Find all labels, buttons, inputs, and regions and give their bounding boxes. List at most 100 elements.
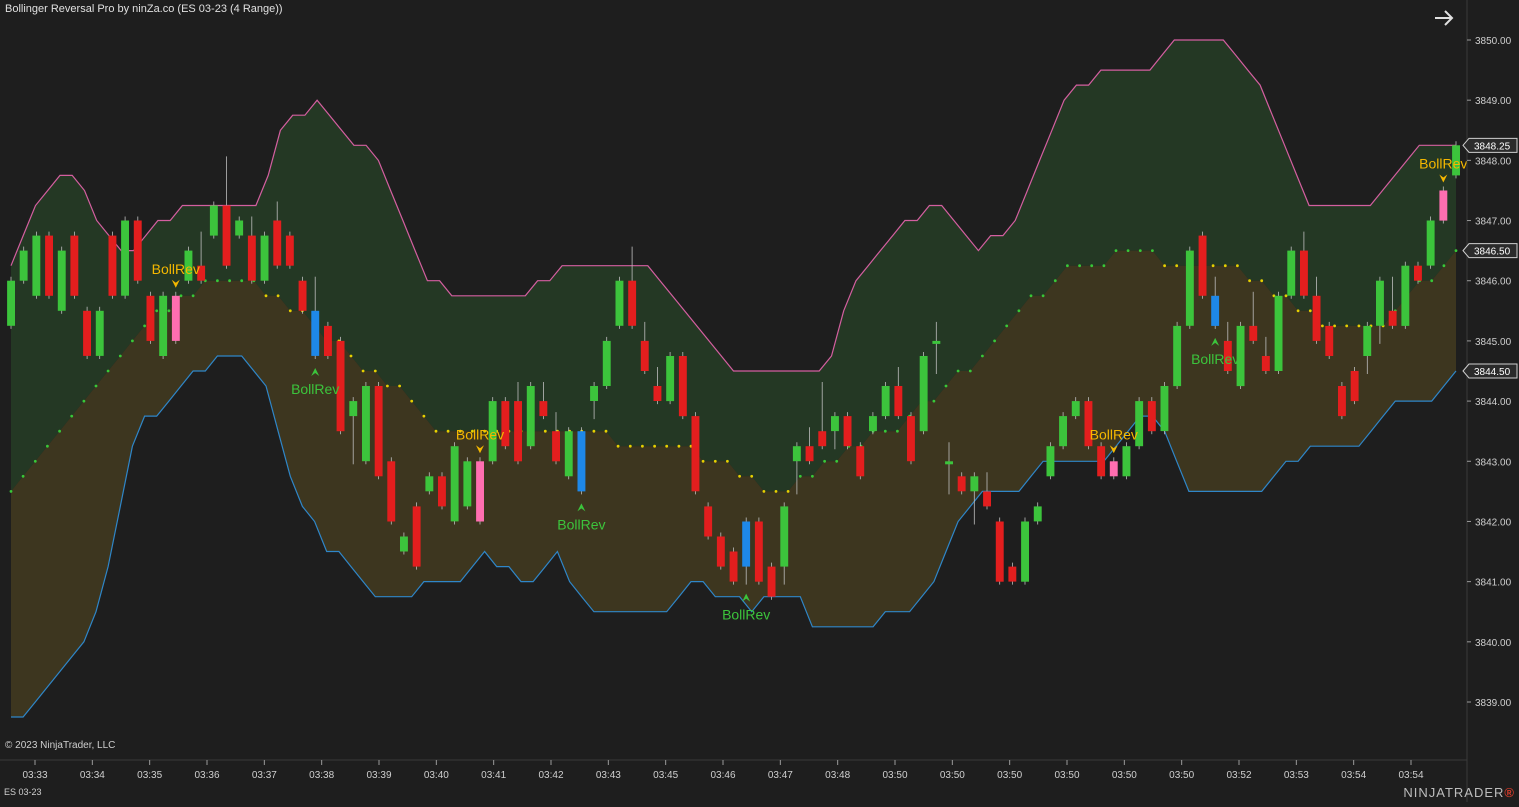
time-tick-label: 03:50 bbox=[882, 770, 907, 781]
signal-down-label: BollRev bbox=[1090, 426, 1138, 442]
band-mid-dot bbox=[1284, 294, 1288, 298]
band-mid-dot bbox=[750, 474, 754, 478]
candle-body bbox=[184, 250, 193, 281]
band-mid-dot bbox=[1017, 309, 1021, 313]
price-tick-label: 3843.00 bbox=[1475, 457, 1512, 468]
band-mid-dot bbox=[1248, 279, 1251, 283]
band-mid-dot bbox=[1430, 279, 1434, 283]
candle-body bbox=[1059, 416, 1067, 447]
price-tick-label: 3841.00 bbox=[1475, 578, 1512, 589]
time-tick-label: 03:41 bbox=[481, 770, 506, 781]
candle-body bbox=[615, 280, 624, 326]
signal-down-arrow-icon bbox=[1439, 174, 1448, 183]
candle-body bbox=[95, 310, 104, 356]
price-marker bbox=[1462, 137, 1518, 153]
candle-body bbox=[159, 295, 168, 356]
candle-body bbox=[564, 431, 573, 477]
band-mid-dot bbox=[968, 369, 972, 373]
band-mid-dot bbox=[471, 429, 474, 433]
candle-body bbox=[881, 386, 890, 417]
time-tick-label: 03:39 bbox=[366, 770, 391, 781]
band-mid-dot bbox=[738, 474, 741, 478]
candle-body bbox=[754, 521, 763, 582]
band-mid-dot bbox=[458, 429, 462, 433]
band-mid-dot bbox=[1454, 249, 1458, 253]
ninjatrader-logo: NINJATRADER® bbox=[1403, 785, 1515, 800]
band-mid-dot bbox=[823, 459, 826, 463]
band-mid-dot bbox=[811, 474, 814, 478]
candle-body bbox=[1109, 461, 1118, 477]
candle-body bbox=[1236, 325, 1245, 387]
band-mid-dot bbox=[1053, 279, 1057, 283]
price-tick-label: 3844.00 bbox=[1475, 397, 1512, 408]
candle-body bbox=[247, 235, 256, 281]
candle-body bbox=[856, 446, 865, 477]
band-mid-dot bbox=[373, 369, 377, 373]
time-tick-label: 03:48 bbox=[825, 770, 850, 781]
candle-body bbox=[19, 250, 28, 281]
candle-body bbox=[108, 235, 117, 296]
band-mid-dot bbox=[762, 490, 766, 493]
candle-body bbox=[70, 235, 79, 296]
candle-body bbox=[590, 386, 598, 401]
price-axis[interactable]: 3850.00 3849.00 3848.00 3847.00 3846.00 3845.… bbox=[1462, 36, 1518, 709]
band-mid-dot bbox=[653, 444, 656, 448]
band-mid-dot bbox=[94, 384, 98, 388]
band-mid-dot bbox=[1321, 324, 1324, 328]
candle-body bbox=[121, 220, 129, 296]
band-mid-dot bbox=[701, 459, 705, 463]
candle-body bbox=[501, 401, 510, 447]
candle-body bbox=[260, 235, 269, 281]
band-mid-dot bbox=[616, 444, 620, 448]
candle-body bbox=[324, 325, 332, 356]
signal-down-label: BollRev bbox=[456, 426, 504, 442]
candle-body bbox=[907, 416, 915, 462]
band-mid-dot bbox=[143, 324, 147, 328]
time-tick-label: 03:38 bbox=[309, 770, 334, 781]
band-mid-dot bbox=[179, 294, 183, 298]
band-mid-dot bbox=[167, 309, 171, 313]
price-marker-label: 3846.50 bbox=[1474, 247, 1511, 258]
band-mid-dot bbox=[21, 474, 25, 478]
time-tick-label: 03:47 bbox=[768, 770, 793, 781]
candle-body bbox=[438, 476, 446, 507]
instrument-label: ES 03-23 bbox=[4, 787, 42, 797]
time-tick-label: 03:37 bbox=[252, 770, 277, 781]
lower-band-line bbox=[11, 355, 1457, 718]
band-mid-dot bbox=[1296, 309, 1300, 313]
candle-body bbox=[83, 310, 91, 356]
band-mid-dot bbox=[1308, 309, 1312, 313]
band-mid-dot bbox=[386, 384, 389, 388]
band-mid-dot bbox=[288, 309, 292, 313]
signal-up-label: BollRev bbox=[722, 607, 770, 623]
candle-body bbox=[957, 476, 966, 492]
band-mid-dot bbox=[276, 294, 280, 298]
logo-trademark: ® bbox=[1504, 785, 1515, 800]
signal-up-label: BollRev bbox=[557, 516, 605, 532]
candle-body bbox=[1198, 235, 1207, 296]
band-mid-dot bbox=[46, 444, 49, 448]
candle-body bbox=[1401, 265, 1410, 326]
arrow-right-icon[interactable] bbox=[1432, 6, 1456, 30]
candle-body bbox=[818, 431, 827, 447]
candle-body bbox=[716, 536, 725, 567]
candle-body bbox=[1084, 401, 1093, 447]
band-mid-dot bbox=[106, 369, 110, 373]
band-mid-dot bbox=[216, 279, 219, 283]
time-tick-label: 03:52 bbox=[1226, 770, 1251, 781]
candle-body bbox=[450, 446, 459, 522]
candle-body bbox=[869, 416, 877, 432]
candle-body bbox=[1300, 250, 1308, 296]
band-mid-dot bbox=[543, 429, 547, 433]
band-mid-dot bbox=[883, 429, 887, 433]
candle-body bbox=[805, 446, 814, 462]
band-mid-dot bbox=[1126, 249, 1130, 253]
time-axis[interactable]: 03:33 03:34 03:35 03:36 03:37 03:38 03:39 03:40… bbox=[22, 760, 1424, 781]
candle-body bbox=[412, 506, 421, 567]
candle-body bbox=[1388, 310, 1397, 326]
band-mid-dot bbox=[1066, 264, 1069, 268]
time-tick-label: 03:54 bbox=[1398, 770, 1423, 781]
candle-body bbox=[374, 386, 383, 477]
candle-body bbox=[932, 340, 941, 344]
